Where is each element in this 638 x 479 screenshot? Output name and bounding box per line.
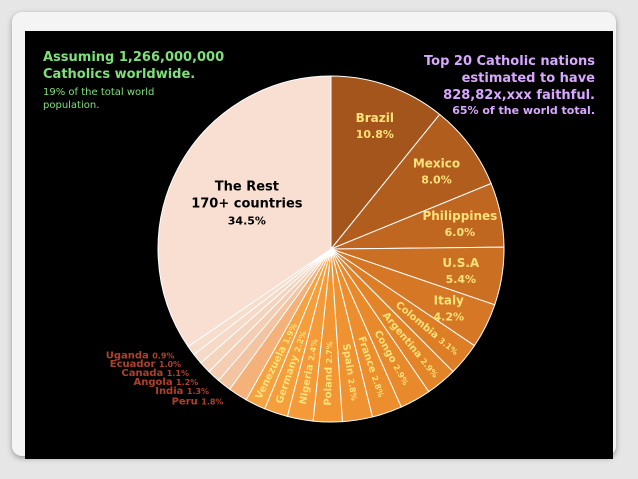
value-brazil: 10.8% — [356, 128, 394, 141]
label-canada: Canada 1.1% — [121, 368, 189, 379]
label-brazil: Brazil — [356, 111, 394, 125]
label-italy: Italy — [434, 293, 464, 307]
label-spain: Spain 2.8% — [340, 343, 360, 401]
label-uganda: Uganda 0.9% — [106, 350, 175, 361]
slice-the-rest — [157, 75, 332, 348]
label-ecuador: Ecuador 1.0% — [110, 359, 181, 370]
top20-share-note: 65% of the world total. — [452, 104, 595, 117]
value-mexico: 8.0% — [421, 173, 452, 186]
top20-note: Top 20 Catholic nations estimated to hav… — [424, 54, 595, 103]
label-india: India 1.3% — [155, 386, 209, 397]
label-poland: Poland 2.7% — [323, 341, 335, 406]
label-the-rest-countries: 170+ countries — [191, 197, 303, 212]
label-mexico: Mexico — [413, 156, 460, 170]
label-angola: Angola 1.2% — [134, 377, 199, 388]
world-share-note: 19% of the total world population. — [43, 87, 155, 111]
slice-brazil — [330, 75, 441, 251]
label-peru: Peru 1.8% — [172, 396, 224, 407]
total-catholics-note: Assuming 1,266,000,000 Catholics worldwi… — [43, 50, 225, 82]
slide-frame: Brazil 10.8% Mexico 8.0% Philippines 6.0% U.S.… — [12, 12, 616, 459]
value-the-rest: 34.5% — [228, 215, 266, 228]
pie-chart: Brazil 10.8% Mexico 8.0% Philippines 6.0% U.S.… — [106, 75, 505, 423]
chart-panel: Brazil 10.8% Mexico 8.0% Philippines 6.0% U.S.… — [25, 31, 613, 459]
label-the-rest: The Rest — [215, 180, 279, 195]
value-philippines: 6.0% — [445, 226, 476, 239]
label-philippines: Philippines — [422, 209, 497, 223]
label-u-s-a: U.S.A — [442, 256, 480, 270]
value-italy: 4.2% — [434, 310, 465, 323]
value-u-s-a: 5.4% — [446, 273, 477, 286]
